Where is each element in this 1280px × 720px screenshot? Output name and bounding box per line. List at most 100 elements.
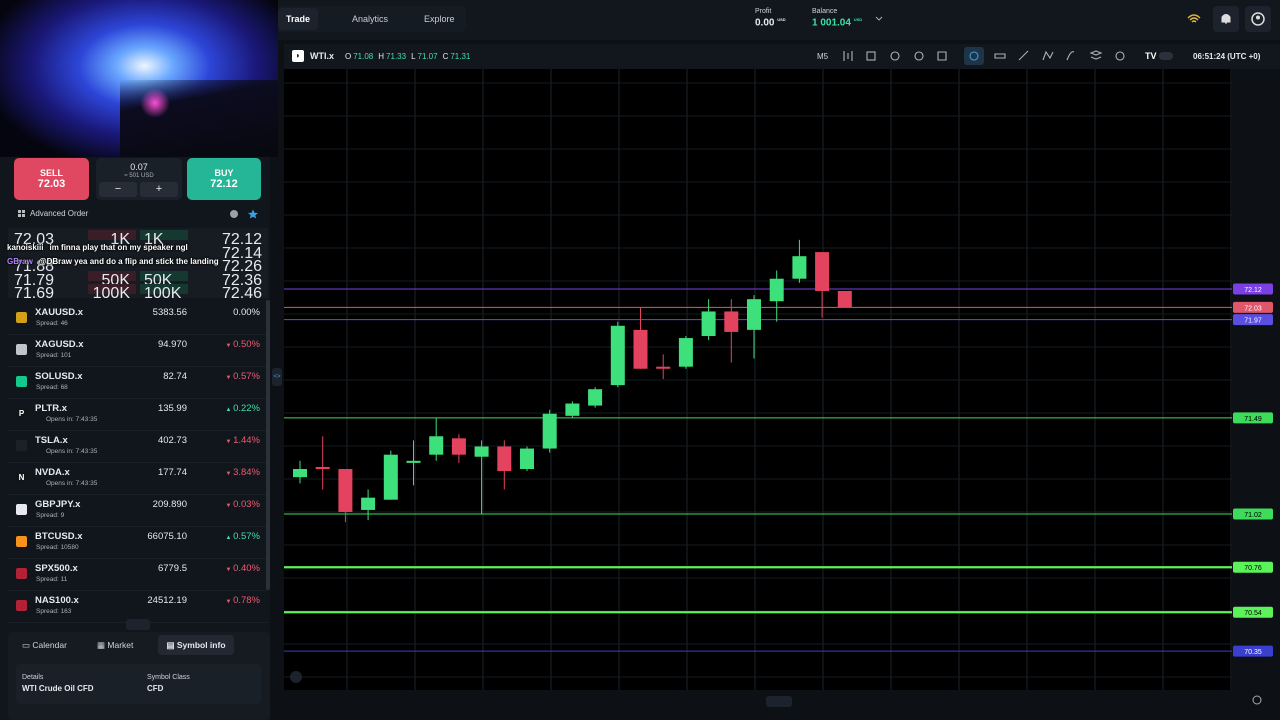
symbol-price: 402.73 <box>157 435 187 446</box>
volume-plus[interactable]: + <box>140 182 178 197</box>
symbol-sub: Spread: 10580 <box>36 544 79 551</box>
symbol-price: 135.99 <box>157 403 187 414</box>
watch-row[interactable]: XAGUSD.x Spread: 101 94.970 ▼ 0.50% <box>8 335 268 367</box>
candle-body <box>429 436 444 455</box>
pattern-tool[interactable] <box>1042 50 1054 61</box>
bottom-tab[interactable]: ▤ Symbol info <box>158 635 234 655</box>
draw-tool[interactable] <box>1018 50 1029 61</box>
change-value: 0.78% <box>233 595 260 606</box>
change-value: 3.84% <box>233 467 260 478</box>
indicator-tool[interactable] <box>1066 51 1075 61</box>
watch-row[interactable]: GBPJPY.x Spread: 9 209.890 ▼ 0.03% <box>8 495 268 527</box>
symbol-price: 82.74 <box>163 371 187 382</box>
volume[interactable]: 0.07 <box>130 162 148 172</box>
symbol-change: ▼ 0.78% <box>225 595 260 606</box>
symbol-change: ▼ 3.84% <box>225 467 260 478</box>
symbol-sub: Spread: 101 <box>36 352 72 359</box>
symbol-sub: Spread: 163 <box>36 608 72 615</box>
symbol-icon <box>16 376 27 387</box>
toggle[interactable] <box>1159 52 1173 60</box>
ob-bid: 71.88 <box>14 258 55 275</box>
change-arrow: ▼ <box>225 375 234 381</box>
symbol-name: PLTR.x <box>35 403 68 414</box>
watch-row[interactable]: SPX500.x Spread: 11 6779.5 ▼ 0.40% <box>8 559 268 591</box>
notifications[interactable] <box>1213 6 1239 32</box>
price-level-tag <box>1233 508 1273 520</box>
candle-body <box>406 460 421 463</box>
volume-minus[interactable]: − <box>99 182 137 197</box>
ob-ask-size: 100K <box>144 285 182 302</box>
watch-row[interactable]: BTCUSD.x Spread: 10580 66075.10 ▲ 0.57% <box>8 527 268 559</box>
price-level-tag <box>1233 314 1273 326</box>
time-axis <box>284 690 1232 720</box>
symbol-icon <box>16 440 27 451</box>
candle-body <box>701 311 716 337</box>
line-tool[interactable] <box>994 53 1006 59</box>
change-value: 0.57% <box>233 371 260 382</box>
watch-row[interactable]: N NVDA.x Opens in: 7:43:35 177.74 ▼ 3.84% <box>8 463 268 495</box>
timeframe[interactable]: M5 <box>817 52 829 61</box>
change-arrow: ▼ <box>225 471 234 477</box>
symbol-change: ▼ 0.50% <box>225 339 260 350</box>
zoom-out[interactable] <box>890 51 900 61</box>
nav-tab[interactable]: Trade <box>278 8 319 30</box>
change-value: 0.40% <box>233 563 260 574</box>
candle-body <box>383 454 398 500</box>
change-value: 1.44% <box>233 435 260 446</box>
reset-button[interactable] <box>290 671 302 683</box>
crosshair-active[interactable] <box>964 47 984 65</box>
collapse-handle[interactable] <box>126 619 150 630</box>
order-icons <box>230 209 258 219</box>
change-arrow: ▼ <box>225 343 234 349</box>
panel-toggle[interactable]: <> <box>272 368 282 386</box>
nav-tab[interactable]: Analytics <box>352 14 389 24</box>
change-arrow: ▲ <box>225 407 234 413</box>
candles-tool[interactable] <box>843 51 853 61</box>
settings[interactable] <box>1115 51 1125 61</box>
candle-body <box>678 338 693 367</box>
chat-text: im finna play that on my speaker ngl <box>49 243 188 252</box>
advanced-icon <box>18 210 25 217</box>
zoom-in[interactable] <box>914 51 924 61</box>
bottom-tab[interactable]: ▦ Market <box>97 640 134 650</box>
bottom-tab[interactable]: ▭ Calendar <box>22 640 67 650</box>
advanced-order[interactable]: Advanced Order <box>30 209 89 218</box>
details-value: WTI Crude Oil CFD <box>22 684 94 693</box>
change-arrow: ▼ <box>225 439 234 445</box>
bell-icon <box>1221 14 1231 24</box>
balance-chevron[interactable] <box>874 14 884 24</box>
candle-body <box>361 497 376 510</box>
buy-button[interactable]: BUY 72.12 <box>187 158 261 200</box>
nav-tab[interactable]: Explore <box>424 14 455 24</box>
price-level-label: 71.97 <box>1244 318 1262 325</box>
watch-row[interactable]: SOLUSD.x Spread: 68 82.74 ▼ 0.57% <box>8 367 268 399</box>
ohlc-label: L <box>411 52 416 61</box>
symbol-icon: ◗ <box>292 50 304 62</box>
chart-symbol: WTI.x <box>310 51 334 61</box>
watch-row[interactable]: XAUUSD.x Spread: 46 5383.56 0.00% <box>8 303 268 335</box>
sell-label: SELL <box>39 168 63 178</box>
watch-row[interactable]: P PLTR.x Opens in: 7:43:35 135.99 ▲ 0.22% <box>8 399 268 431</box>
change-value: 0.00% <box>233 307 260 318</box>
price-level-label: 71.02 <box>1244 512 1262 519</box>
rect-tool[interactable] <box>866 51 876 61</box>
layers-tool[interactable] <box>1089 50 1103 60</box>
axis-settings[interactable] <box>1252 695 1262 705</box>
ob-ask: 72.36 <box>221 271 262 289</box>
time-handle[interactable] <box>766 696 792 707</box>
profile[interactable] <box>1245 6 1271 32</box>
symbol-name: TSLA.x <box>35 435 68 446</box>
ob-bar <box>140 284 188 294</box>
price-level-tag <box>1233 412 1273 424</box>
price-level-tag <box>1233 606 1273 618</box>
fullscreen[interactable] <box>937 51 947 61</box>
ob-bid: 72.03 <box>14 231 55 248</box>
symbol-name: GBPJPY.x <box>35 499 81 510</box>
change-arrow: ▼ <box>225 599 234 605</box>
sell-button[interactable]: SELL 72.03 <box>14 158 89 200</box>
candle-body <box>451 438 466 455</box>
symbol-name: XAGUSD.x <box>35 339 84 350</box>
class-value: CFD <box>147 684 164 693</box>
candle-body <box>633 329 648 369</box>
watch-row[interactable]: TSLA.x Opens in: 7:43:35 402.73 ▼ 1.44% <box>8 431 268 463</box>
